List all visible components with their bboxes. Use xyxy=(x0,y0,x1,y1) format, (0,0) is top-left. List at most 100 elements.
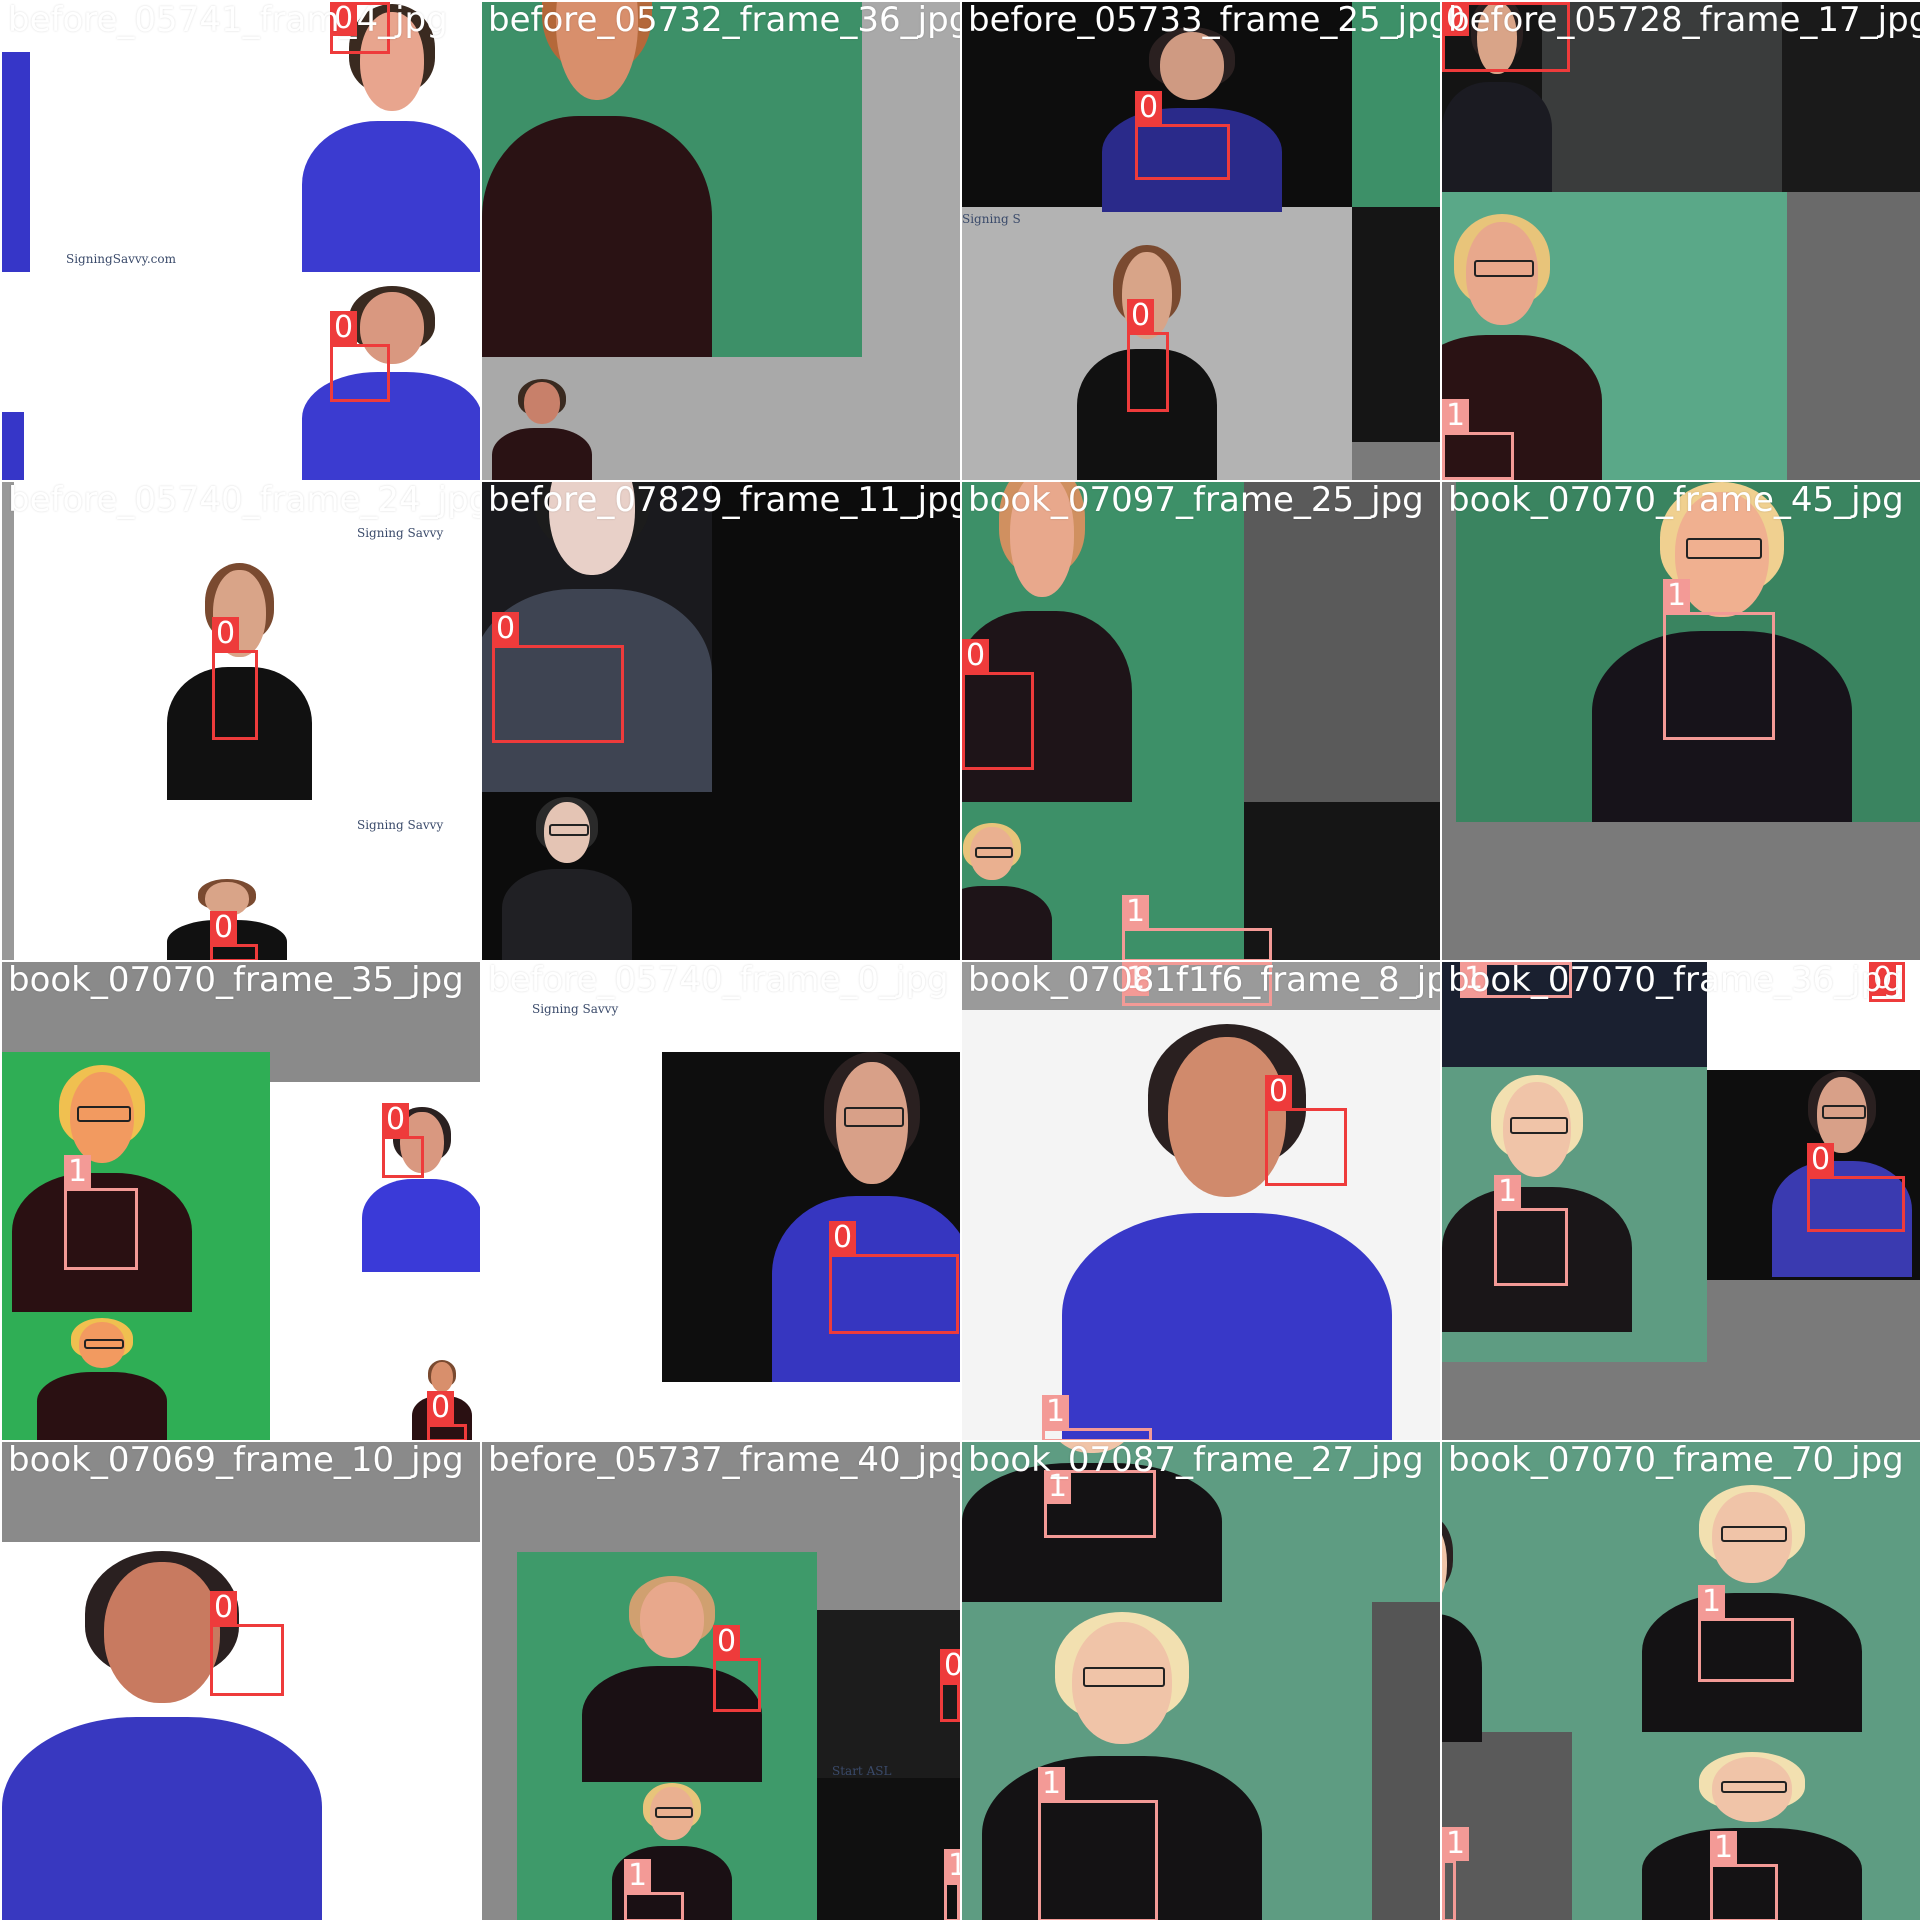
tile-filename-label: before_05741_fram_4_jpg xyxy=(8,2,448,40)
tile-filename-label: book_07070_frame_35_jpg xyxy=(8,962,464,1000)
box-class-label: 0 xyxy=(210,911,238,945)
box-class-label: 0 xyxy=(382,1103,410,1137)
signer-torso xyxy=(1062,1213,1392,1440)
signer-head xyxy=(1159,32,1225,101)
signer-figure xyxy=(772,1052,960,1382)
tile-background-region xyxy=(817,1610,960,1778)
glasses-icon xyxy=(655,1806,693,1818)
bounding-box-class-0: 0 xyxy=(1135,91,1230,180)
signer-figure xyxy=(2,1550,322,1920)
signer-figure xyxy=(1102,26,1282,212)
box-class-label: 0 xyxy=(1135,91,1163,125)
signer-torso xyxy=(982,1756,1262,1920)
box-class-label: 1 xyxy=(1442,399,1470,433)
box-class-label: 1 xyxy=(624,1859,652,1893)
box-class-label: 0 xyxy=(492,612,520,646)
signer-figure xyxy=(37,1318,167,1440)
signer-figure xyxy=(167,879,287,960)
signer-torso xyxy=(1592,630,1852,822)
mosaic-tile: 1 1 1 book_07070_frame_70_jpg xyxy=(1442,1442,1920,1920)
glasses-icon xyxy=(844,1106,904,1127)
signer-figure xyxy=(982,1612,1262,1920)
signer-figure xyxy=(1642,1751,1862,1920)
tile-background-region xyxy=(1244,482,1440,802)
signer-head xyxy=(1502,1082,1572,1177)
signer-torso xyxy=(582,1666,762,1782)
signer-head xyxy=(639,1582,705,1658)
box-class-label: 0 xyxy=(212,617,240,651)
mosaic-tile: 0 1 1 book_07081f1f6_frame_8_jpg xyxy=(962,962,1440,1440)
mosaic-tile: 1 0 0 book_07070_frame_35_jpg xyxy=(2,962,480,1440)
box-class-label: 1 xyxy=(1042,1395,1070,1429)
glasses-icon xyxy=(1685,538,1763,559)
bounding-box-class-1: 1 xyxy=(1122,895,1272,960)
box-class-label: 1 xyxy=(1122,895,1150,929)
signer-figure xyxy=(1077,245,1217,480)
signer-figure xyxy=(492,378,592,480)
mosaic-tile: 1 book_07070_frame_45_jpg xyxy=(1442,482,1920,960)
mosaic-tile: before_05732_frame_36_jpg xyxy=(482,2,960,480)
glasses-icon xyxy=(1822,1105,1866,1119)
signer-figure xyxy=(1592,482,1852,822)
bounding-box-class-0: 0 xyxy=(1127,299,1169,412)
signer-torso xyxy=(772,1196,960,1382)
signer-torso xyxy=(167,666,312,800)
tile-background-region xyxy=(1782,2,1920,192)
signer-head xyxy=(524,382,560,424)
signer-head xyxy=(1675,492,1769,618)
signer-torso xyxy=(1442,81,1552,192)
watermark-logo: Signing Savvy xyxy=(357,526,444,540)
glasses-icon xyxy=(548,824,590,837)
watermark-logo: Signing S xyxy=(962,212,1021,226)
signer-figure xyxy=(1442,1515,1482,1742)
signer-head xyxy=(543,802,591,863)
signer-torso xyxy=(2,1717,322,1920)
signer-head xyxy=(1712,1757,1792,1822)
tile-filename-label: book_07069_frame_10_jpg xyxy=(8,1442,464,1480)
bounding-box-class-0: 0 xyxy=(212,617,258,740)
tile-background-region xyxy=(1542,2,1782,192)
signer-head xyxy=(836,1062,908,1184)
box-class-label: 0 xyxy=(210,1591,238,1625)
box-class-label: 1 xyxy=(1442,1827,1470,1861)
glasses-icon xyxy=(1721,1780,1787,1794)
mosaic-tile: SigningSavvy.com 0 0 before_05741_fram_4_jp… xyxy=(2,2,480,480)
tile-background-region xyxy=(1352,442,1440,480)
tile-filename-label: before_05740_frame_24_jpg xyxy=(8,482,480,520)
tile-filename-label: before_05733_frame_25_jpg xyxy=(968,2,1440,40)
signer-head xyxy=(104,1562,220,1703)
signer-torso xyxy=(1442,1614,1482,1742)
signer-head xyxy=(359,12,425,111)
bounding-box-class-0: 0 xyxy=(492,612,624,743)
box-class-label: 1 xyxy=(1038,1767,1066,1801)
bounding-box-class-1: 1 xyxy=(1442,399,1514,480)
signer-head xyxy=(1466,222,1538,325)
tile-background-region xyxy=(2,482,14,960)
signer-head xyxy=(69,1072,135,1164)
signer-torso xyxy=(302,371,480,480)
tile-background-region xyxy=(1352,207,1440,442)
signer-figure xyxy=(502,797,632,960)
signer-figure xyxy=(1442,1074,1632,1332)
box-class-label: 1 xyxy=(1044,1470,1072,1504)
bounding-box-class-1: 1 xyxy=(1460,962,1572,998)
signer-hair xyxy=(1442,1515,1454,1591)
tile-filename-label: before_07829_frame_11_jpg xyxy=(488,482,960,520)
bounding-box-class-1: 1 xyxy=(1698,1585,1794,1682)
mosaic-tile: 0 1 before_05728_frame_17_jpg xyxy=(1442,2,1920,480)
box-class-label: 0 xyxy=(330,311,358,345)
box-class-label: 1 xyxy=(1663,579,1691,613)
tile-background-region xyxy=(2,52,30,272)
bounding-box-class-0: 0 xyxy=(1807,1143,1905,1232)
tile-filename-label: before_05732_frame_36_jpg xyxy=(488,2,960,40)
bounding-box-class-0: 0 xyxy=(330,311,390,402)
signer-figure xyxy=(482,2,712,357)
glasses-icon xyxy=(1082,1666,1166,1687)
box-class-label: 1 xyxy=(1710,1831,1738,1865)
bounding-box-class-1: 1 xyxy=(64,1155,138,1270)
box-class-label: 1 xyxy=(64,1155,92,1189)
box-class-label: 1 xyxy=(944,1849,960,1883)
glasses-icon xyxy=(76,1105,132,1122)
tile-background-region xyxy=(1442,822,1920,960)
